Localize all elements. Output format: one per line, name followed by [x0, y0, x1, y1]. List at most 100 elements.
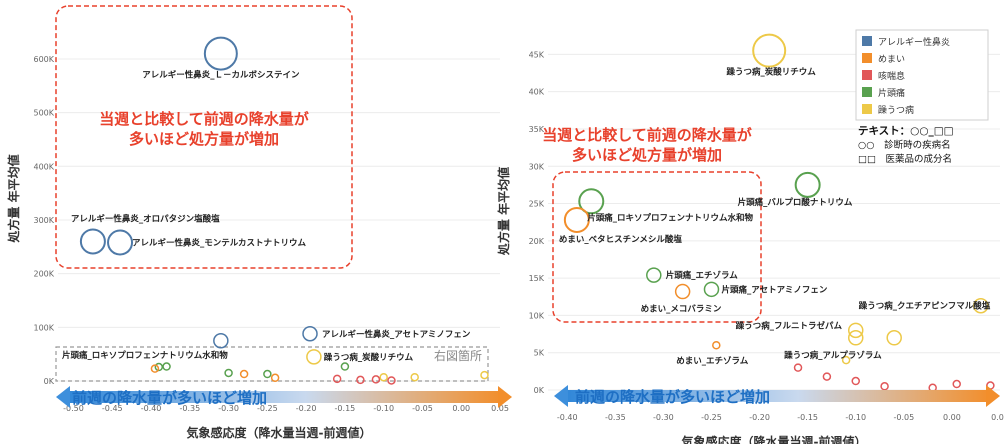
x-tick-label: 0.05: [991, 413, 1004, 422]
x-tick-label: -0.20: [296, 404, 317, 413]
legend-label: 咳喘息: [878, 70, 905, 82]
data-point: [752, 33, 787, 68]
x-tick-label: -0.15: [797, 413, 818, 422]
y-tick-label: 300K: [33, 216, 54, 225]
x-tick-label: -0.10: [373, 404, 394, 413]
data-point: [674, 283, 691, 300]
data-point: [224, 368, 233, 378]
y-tick-label: 10K: [529, 311, 545, 320]
y-tick-label: 5K: [534, 349, 545, 358]
y-axis-title: 処方量 年平均値: [496, 167, 511, 256]
data-point: [356, 375, 365, 385]
x-tick-label: -0.20: [749, 413, 770, 422]
data-point: [886, 330, 902, 346]
data-point: [371, 375, 381, 384]
legend-note-line: □□ 医薬品の成分名: [858, 153, 952, 165]
data-label: 片頭痛_バルプロ酸ナトリウム: [738, 197, 853, 208]
data-point: [952, 379, 961, 389]
legend-label: めまい: [878, 54, 905, 65]
data-point: [162, 362, 171, 371]
legend-swatch: [862, 36, 872, 46]
legend-label: 片頭痛: [878, 87, 905, 99]
y-tick-label: 0K: [44, 377, 55, 386]
y-tick-label: 500K: [33, 109, 54, 118]
data-point: [847, 330, 864, 346]
y-tick-label: 200K: [33, 270, 54, 279]
data-point: [306, 349, 322, 365]
x-tick-label: -0.05: [412, 404, 433, 413]
x-tick-label: -0.30: [218, 404, 239, 413]
y-tick-label: 40K: [529, 88, 545, 97]
data-label: 片頭痛_ロキソプロフェンナトリウム水和物: [587, 212, 753, 223]
highlight-region: [55, 5, 353, 269]
data-point: [107, 229, 134, 256]
data-point: [880, 382, 889, 391]
x-tick-label: -0.50: [63, 404, 84, 413]
arrow-text: 前週の降水量が多いほど増加: [72, 389, 267, 407]
data-point: [847, 322, 864, 339]
y-tick-label: 30K: [529, 162, 545, 171]
data-label: 躁うつ病_クエチアピンフマル酸塩: [859, 301, 991, 312]
x-tick-label: -0.40: [557, 413, 578, 422]
x-tick-label: -0.10: [845, 413, 866, 422]
data-label: 躁うつ病_炭酸リチウム: [727, 67, 817, 78]
data-point: [379, 372, 388, 382]
callout-text: 多いほど処方量が増加: [129, 130, 279, 148]
data-label: めまい_エチゾラム: [676, 355, 748, 366]
x-axis-title: 気象感応度（降水量当週-前週値）: [682, 434, 867, 444]
legend-label: アレルギー性鼻炎: [878, 36, 950, 48]
callout-text: 当週と比較して前週の降水量が: [99, 110, 310, 128]
data-point: [203, 36, 238, 71]
data-label: アレルギー性鼻炎_モンテルカストナトリウム: [132, 238, 306, 249]
legend-label: 躁うつ病: [878, 104, 914, 116]
inset-region: [55, 346, 489, 382]
data-label: アレルギー性鼻炎_オロパタジン塩酸塩: [71, 213, 220, 224]
inset-label: 右図箇所: [434, 348, 482, 363]
legend-note-title: テキスト：○○_□□: [858, 125, 954, 137]
direction-arrow-shaft: [564, 390, 990, 402]
x-tick-label: -0.25: [701, 413, 722, 422]
arrow-text: 前週の降水量が多いほど増加: [575, 388, 770, 406]
data-point: [480, 370, 489, 380]
x-tick-label: -0.25: [257, 404, 278, 413]
data-point: [302, 326, 318, 342]
arrow-left-head: [56, 386, 70, 408]
data-point: [239, 369, 249, 379]
data-point: [563, 206, 590, 233]
data-label: アレルギー性鼻炎_Ｌ－カルボシステイン: [142, 70, 300, 81]
arrow-right-head: [986, 385, 1000, 407]
y-tick-label: 25K: [529, 200, 545, 209]
data-point: [712, 341, 721, 350]
x-tick-label: 0.00: [943, 413, 961, 422]
legend-swatch: [862, 87, 872, 97]
y-tick-label: 20K: [529, 237, 545, 246]
legend-note-line: ○○ 診断時の疾病名: [858, 139, 951, 151]
data-point: [340, 362, 350, 371]
data-point: [578, 188, 605, 215]
data-point: [822, 372, 832, 381]
data-label: 躁うつ病_アルプラゾラム: [784, 350, 882, 361]
data-point: [410, 372, 419, 382]
x-tick-label: -0.35: [605, 413, 626, 422]
data-point: [213, 332, 229, 349]
highlight-region: [552, 171, 762, 323]
x-tick-label: 0.05: [491, 404, 509, 413]
x-tick-label: 0.00: [452, 404, 470, 413]
y-axis-title: 処方量 年平均値: [6, 154, 21, 243]
y-tick-label: 400K: [33, 162, 54, 171]
data-point: [332, 374, 342, 384]
data-point: [973, 297, 989, 314]
data-point: [79, 228, 106, 255]
legend-swatch: [862, 70, 872, 80]
data-label: めまい_メコバラミン: [641, 304, 722, 315]
y-tick-label: 15K: [529, 274, 545, 283]
right-scatter-chart: 0K 5K 10K 15K 20K 25K 30K 35K 40K 45K -0.40 -0.35 -0…: [496, 33, 1004, 444]
left-scatter-chart: 0K 100K 200K 300K 400K 500K 600K -0.50 -0.45 -0.4…: [6, 5, 512, 440]
legend-swatch: [862, 53, 872, 63]
data-point: [793, 363, 803, 372]
callout-text: 多いほど処方量が増加: [572, 146, 722, 164]
y-tick-label: 100K: [33, 323, 54, 332]
data-label: 片頭痛_アセトアミノフェン: [721, 284, 827, 295]
legend-swatch: [862, 104, 872, 114]
